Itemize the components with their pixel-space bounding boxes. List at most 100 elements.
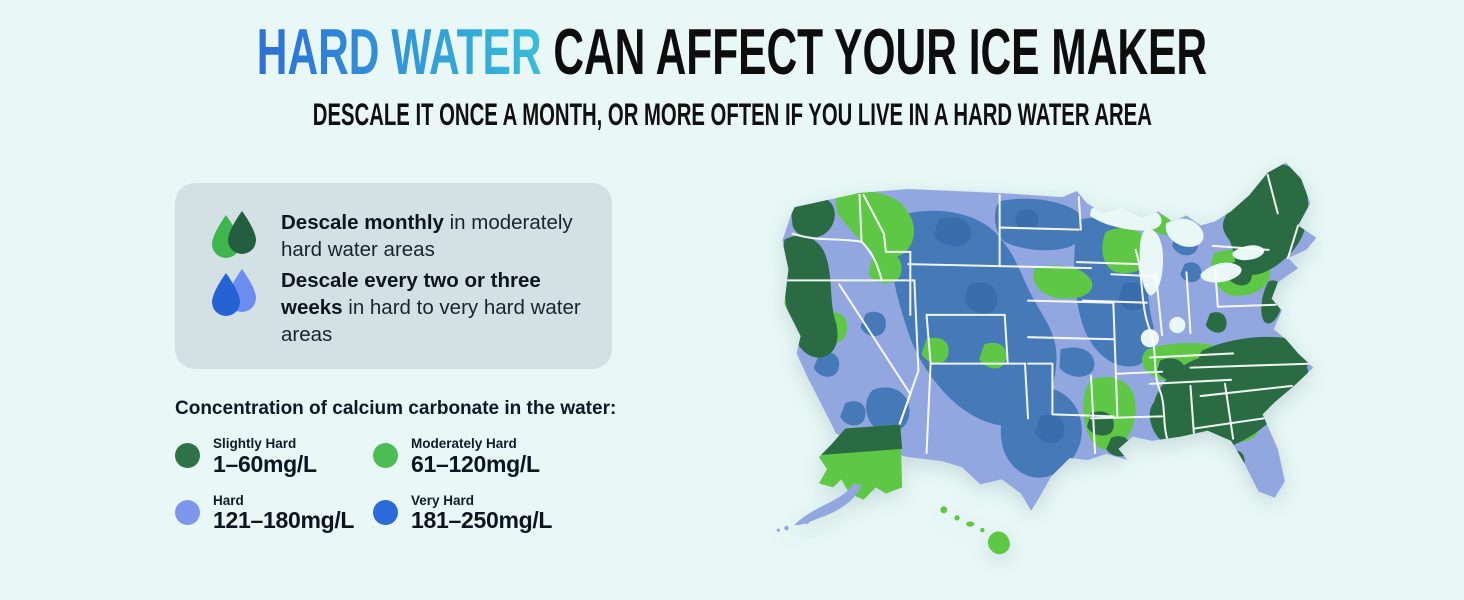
page-title: HARD WATER CAN AFFECT YOUR ICE MAKER (257, 19, 1207, 85)
state-border (907, 263, 1001, 268)
hawaii-island (954, 515, 960, 521)
state-border (1110, 271, 1192, 337)
region-blob (979, 342, 1007, 369)
header: HARD WATER CAN AFFECT YOUR ICE MAKER DES… (0, 19, 1464, 133)
legend-range: 1–60mg/L (213, 450, 317, 477)
state-border (1266, 173, 1300, 260)
region-blob (860, 311, 886, 337)
region-blob (1149, 348, 1309, 453)
moderately-hard-dot-icon (373, 443, 398, 469)
state-border (1189, 382, 1235, 444)
legend-label: Hard (213, 492, 244, 508)
state-border (1148, 352, 1235, 385)
region-blob (835, 191, 915, 258)
tip-text: Descale every two or three weeks in hard… (281, 267, 582, 348)
region-blob (813, 352, 840, 377)
map-overlays (782, 164, 1314, 478)
alaska-tail (794, 483, 862, 526)
state-border (862, 194, 912, 253)
state-border (909, 250, 1006, 316)
alaska-north-strip (820, 424, 903, 455)
region-blob (868, 251, 902, 284)
very-hard-dot-icon (373, 499, 398, 525)
region-blob (1222, 164, 1309, 275)
page-subtitle: DESCALE IT ONCE A MONTH, OR MORE OFTEN I… (312, 97, 1152, 133)
page-title-rest: CAN AFFECT YOUR ICE MAKER (541, 15, 1208, 89)
legend-heading: Concentration of calcium carbonate in th… (175, 398, 617, 419)
state-border (1077, 196, 1082, 231)
legend-range: 181–250mg/L (411, 507, 553, 534)
legend-label: Moderately Hard (411, 436, 517, 451)
region-blob (1205, 312, 1227, 333)
region-blob (840, 401, 866, 426)
blue-water-drops-icon (212, 269, 256, 316)
legend-grid: Slightly Hard 1–60mg/L Moderately Hard 6… (175, 436, 655, 532)
hawaii-island (966, 521, 975, 527)
state-border (1027, 336, 1115, 341)
green-water-drops-icon (212, 211, 256, 258)
legend-item-hard: Hard 121–180mg/L (175, 492, 373, 534)
region-blob (1014, 209, 1039, 230)
region-blob (866, 387, 910, 433)
region-blob (1180, 262, 1202, 283)
state-border (897, 279, 920, 430)
region-blob (994, 198, 1083, 251)
alaska (776, 424, 903, 532)
state-border (1112, 301, 1119, 418)
tip-text-rest: in hard to very hard water areas (281, 296, 581, 347)
region-blob (1227, 450, 1245, 471)
tip-text-rest: in moderately hard water areas (281, 211, 573, 262)
region-blob (1033, 265, 1093, 299)
state-border (998, 226, 1080, 231)
state-border (925, 362, 932, 454)
descale-tips-card: Descale monthly in moderately hard water… (175, 183, 612, 369)
hawaii (940, 506, 1010, 555)
hawaii-island (980, 527, 985, 533)
state-border (1193, 417, 1265, 430)
no-data-hole (1140, 329, 1160, 348)
aleutian-island (776, 528, 780, 532)
state-border (1134, 248, 1170, 443)
tip-text-bold: Descale monthly (281, 211, 444, 234)
page-title-highlight: HARD WATER (256, 15, 542, 89)
region-blob (782, 235, 838, 358)
legend-range: 61–120mg/L (411, 450, 540, 477)
region-blob (1156, 358, 1185, 381)
state-border (1027, 299, 1115, 304)
tip-descale-monthly: Descale monthly in moderately hard water… (209, 209, 582, 267)
slightly-hard-dot-icon (175, 443, 200, 469)
us-water-hardness-map (756, 152, 1360, 564)
state-border (1003, 313, 1009, 365)
state-border (791, 232, 863, 243)
region-blob (964, 282, 998, 314)
legend-item-very-hard: Very Hard 181–250mg/L (373, 492, 583, 534)
water-drop (212, 273, 240, 316)
legend-label: Slightly Hard (213, 436, 297, 451)
region-blob (790, 195, 835, 238)
tip-descale-biweekly: Descale every two or three weeks in hard… (209, 267, 582, 348)
legend-item-moderately-hard: Moderately Hard 61–120mg/L (373, 436, 583, 476)
hawaii-island (940, 506, 948, 514)
us-map-svg (776, 162, 1317, 555)
legend-range: 121–180mg/L (213, 507, 355, 534)
state-border (1211, 244, 1270, 251)
state-border (1213, 265, 1277, 308)
region-blob (1059, 347, 1095, 377)
legend-label: Very Hard (411, 492, 475, 508)
map-legend: Concentration of calcium carbonate in th… (175, 398, 655, 532)
legend-item-slightly-hard: Slightly Hard 1–60mg/L (175, 436, 373, 476)
state-border (1199, 384, 1294, 398)
state-border (1089, 370, 1164, 454)
state-border (998, 265, 1093, 270)
aleutian-island (784, 525, 789, 531)
region-blob (933, 217, 972, 247)
tip-text-bold: Descale every two or three weeks (281, 269, 541, 320)
aleutian-island (804, 519, 809, 525)
lake-huron (1165, 218, 1204, 247)
tip-text: Descale monthly in moderately hard water… (281, 209, 582, 263)
water-drop (228, 211, 256, 254)
state-border (925, 313, 1027, 365)
lake-erie (1200, 262, 1242, 283)
state-borders (783, 173, 1314, 454)
hawaii-big-island (987, 531, 1010, 555)
